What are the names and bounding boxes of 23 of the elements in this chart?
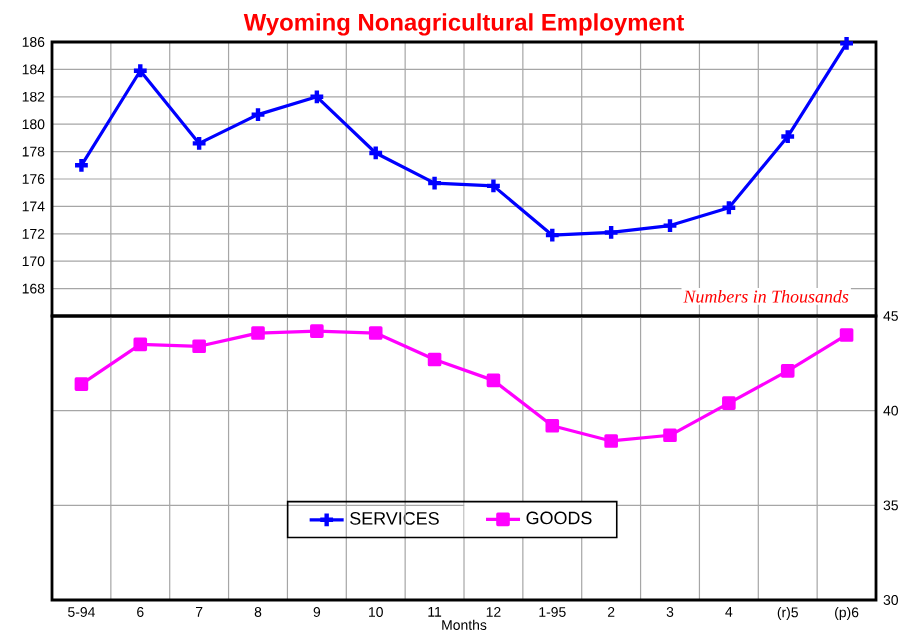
point [133,337,148,352]
point [368,326,383,340]
point [486,373,501,388]
point [74,377,89,391]
point [131,62,149,80]
point [251,326,265,340]
point [543,226,561,244]
annotation: Numbers in Thousands [683,290,849,303]
legend-label: SERVICES [350,512,439,525]
point [839,328,854,342]
chart-title: Wyoming Nonagricultural Employment [243,13,685,36]
point [545,419,560,433]
point [310,324,324,338]
point [604,434,618,448]
point [192,339,206,354]
point [663,428,677,443]
point [780,364,795,378]
point [367,144,385,162]
point [720,199,738,217]
point [427,352,442,367]
point [722,396,736,410]
point [308,88,326,106]
legend-label: GOODS [526,511,592,525]
